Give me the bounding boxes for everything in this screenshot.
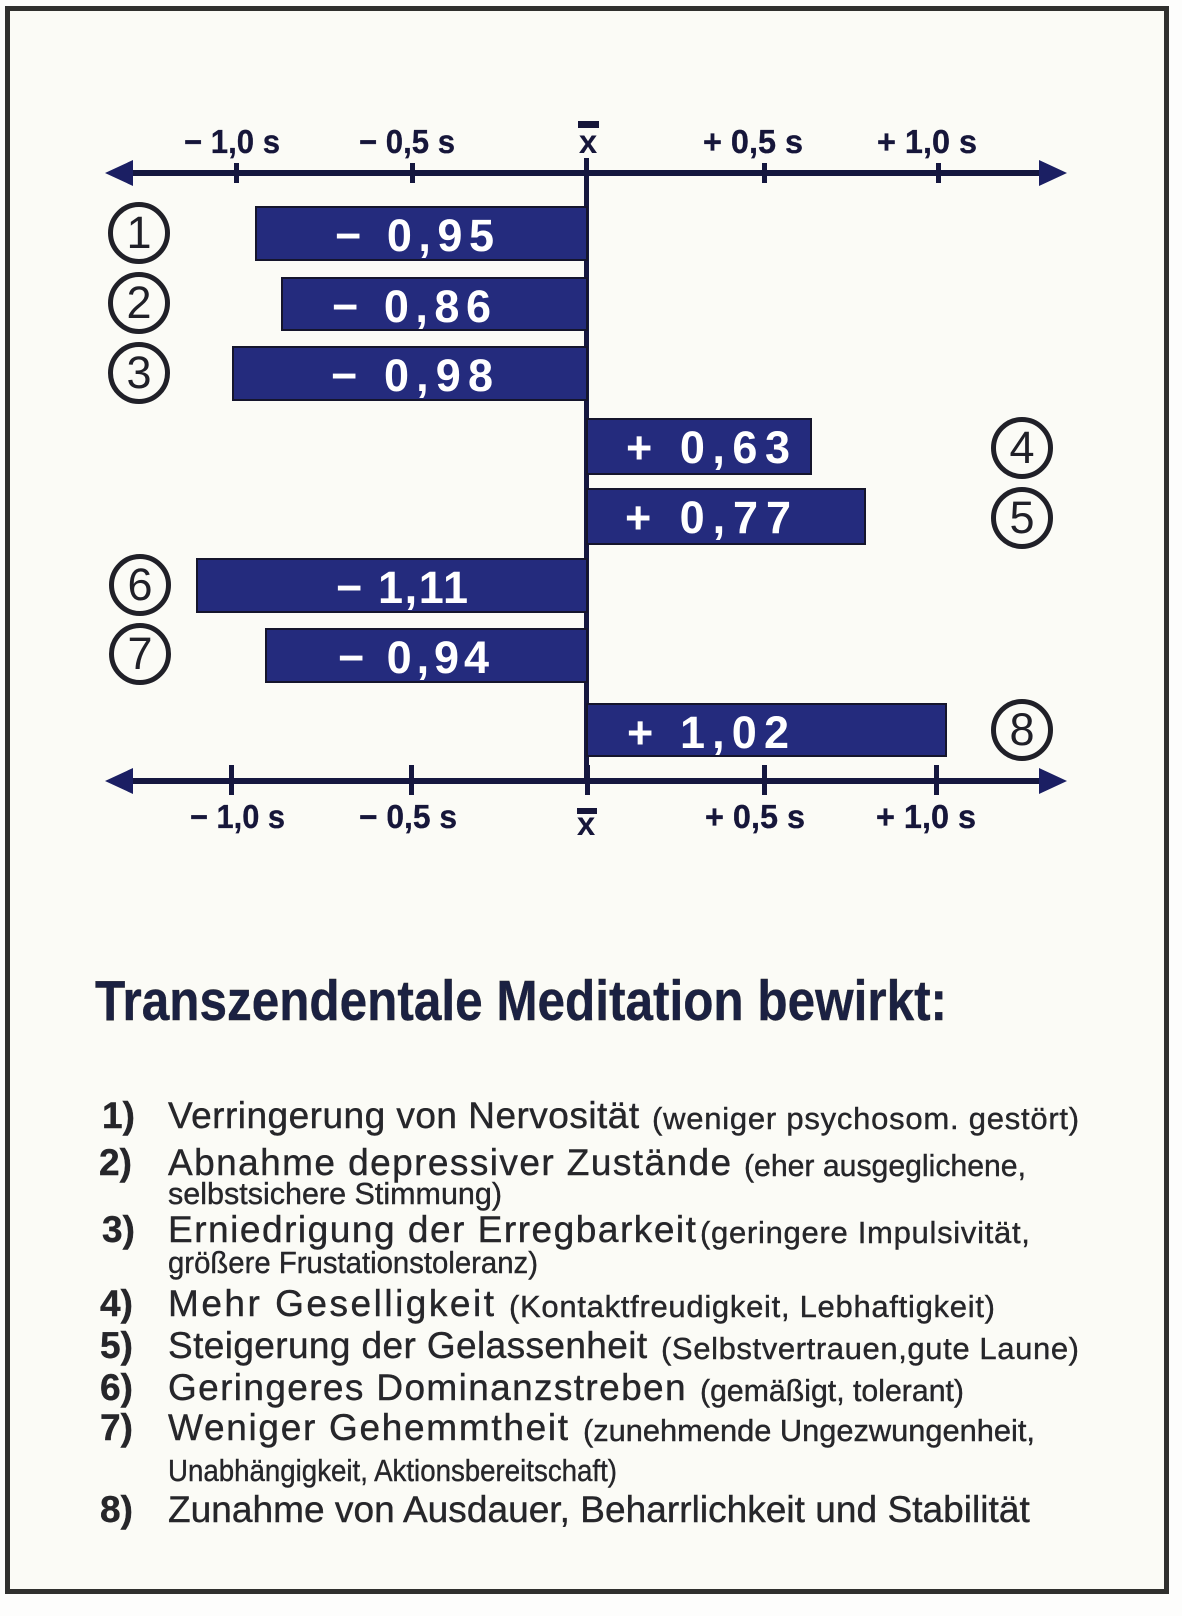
svg-text:x: x bbox=[577, 805, 596, 842]
svg-text:x: x bbox=[579, 123, 598, 160]
